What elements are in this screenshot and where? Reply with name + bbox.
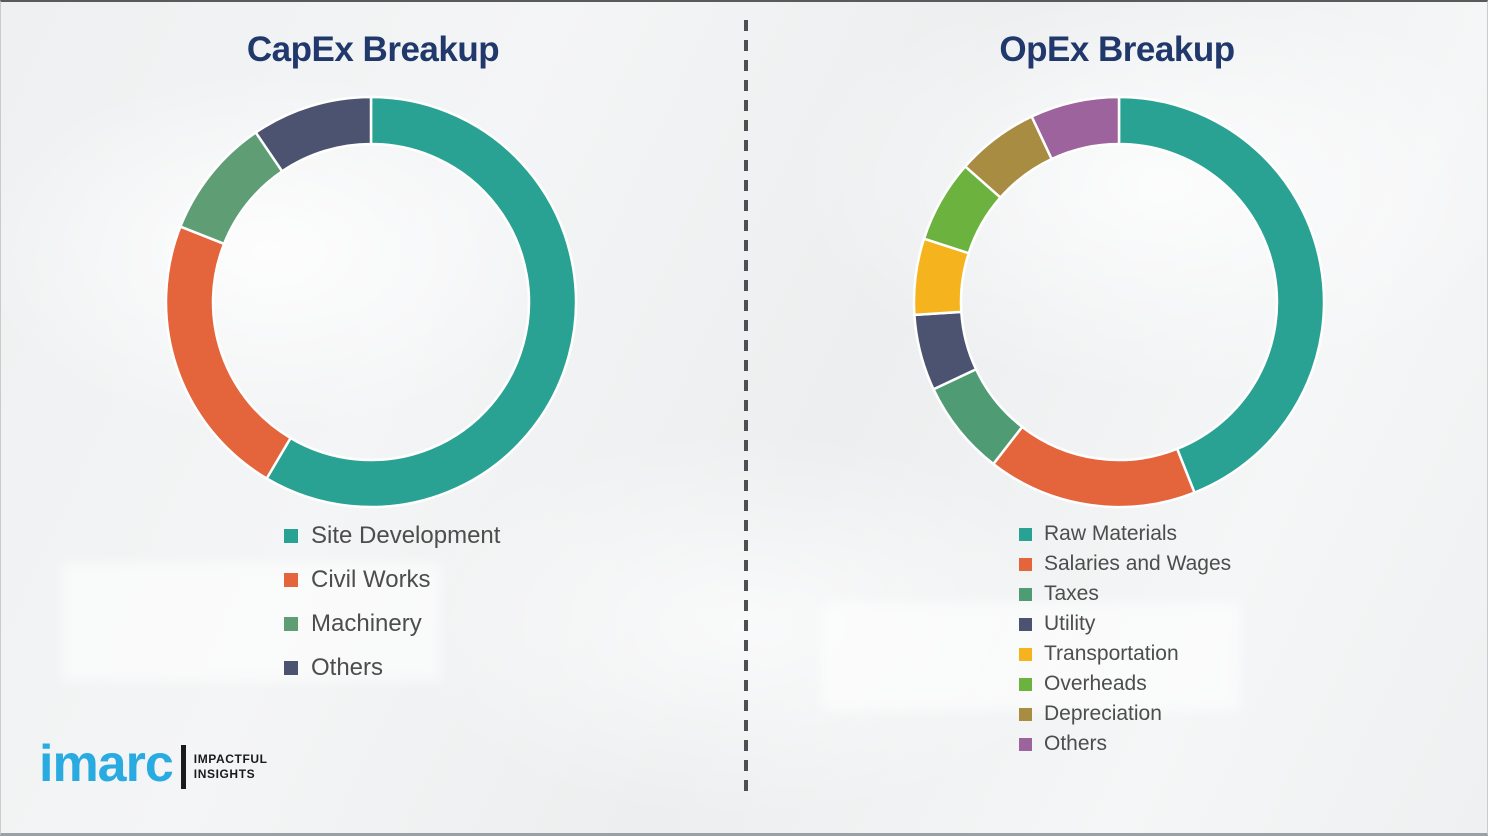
- legend-item: Raw Materials: [1019, 519, 1231, 549]
- imarc-logo-divider-bar: [180, 745, 186, 789]
- legend-swatch-icon: [1019, 707, 1032, 721]
- legend-swatch-icon: [284, 573, 298, 587]
- legend-swatch-icon: [284, 617, 298, 631]
- legend-label: Overheads: [1044, 672, 1147, 695]
- legend-item: Taxes: [1019, 579, 1231, 609]
- legend-item: Utility: [1019, 609, 1231, 639]
- legend-swatch-icon: [1019, 737, 1032, 751]
- capex-chart-title: CapEx Breakup: [246, 30, 500, 69]
- donut-segment-others: [254, 95, 373, 174]
- legend-label: Civil Works: [311, 566, 431, 593]
- capex-legend: Site Development Civil Works Machinery Othe…: [284, 514, 500, 690]
- imarc-tagline-line1: IMPACTFUL: [193, 752, 268, 766]
- legend-label: Depreciation: [1044, 702, 1162, 725]
- legend-item: Salaries and Wages: [1019, 549, 1231, 579]
- legend-label: Others: [311, 654, 384, 681]
- legend-swatch-icon: [284, 661, 298, 675]
- legend-label: Salaries and Wages: [1044, 552, 1232, 575]
- legend-swatch-icon: [1019, 557, 1032, 571]
- dashed-divider-line: [744, 20, 748, 792]
- legend-label: Utility: [1044, 612, 1096, 635]
- legend-swatch-icon: [1019, 617, 1032, 631]
- legend-item: Transportation: [1019, 639, 1231, 669]
- legend-item: Machinery: [284, 602, 500, 646]
- opex-legend: Raw Materials Salaries and Wages Taxes Util…: [1019, 519, 1231, 759]
- imarc-logo-text: imarc: [39, 735, 174, 793]
- legend-item: Depreciation: [1019, 699, 1231, 729]
- legend-swatch-icon: [284, 529, 298, 543]
- donut-segment-civil-works: [164, 224, 293, 481]
- imarc-logo: imarc IMPACTFUL INSIGHTS: [39, 738, 268, 790]
- legend-label: Site Development: [311, 522, 501, 549]
- donut-segment-site-development: [264, 95, 578, 509]
- donut-segment-salaries-and-wages: [991, 425, 1197, 509]
- legend-label: Others: [1044, 732, 1108, 755]
- legend-swatch-icon: [1019, 647, 1032, 661]
- opex-donut-chart: [912, 95, 1326, 509]
- capex-donut-chart: [164, 95, 578, 509]
- legend-label: Taxes: [1044, 582, 1099, 605]
- legend-swatch-icon: [1019, 527, 1032, 541]
- legend-item: Civil Works: [284, 558, 500, 602]
- legend-label: Raw Materials: [1044, 522, 1178, 545]
- legend-item: Others: [1019, 729, 1231, 759]
- legend-swatch-icon: [1019, 587, 1032, 601]
- donut-segment-raw-materials: [1117, 95, 1326, 495]
- legend-item: Others: [284, 646, 500, 690]
- legend-label: Transportation: [1044, 642, 1179, 665]
- legend-label: Machinery: [311, 610, 422, 637]
- legend-swatch-icon: [1019, 677, 1032, 691]
- imarc-tagline: IMPACTFUL INSIGHTS: [194, 752, 268, 782]
- imarc-tagline-line2: INSIGHTS: [193, 767, 256, 781]
- opex-chart-title: OpEx Breakup: [999, 30, 1235, 69]
- donut-segment-others: [1030, 95, 1121, 161]
- legend-item: Site Development: [284, 514, 500, 558]
- legend-item: Overheads: [1019, 669, 1231, 699]
